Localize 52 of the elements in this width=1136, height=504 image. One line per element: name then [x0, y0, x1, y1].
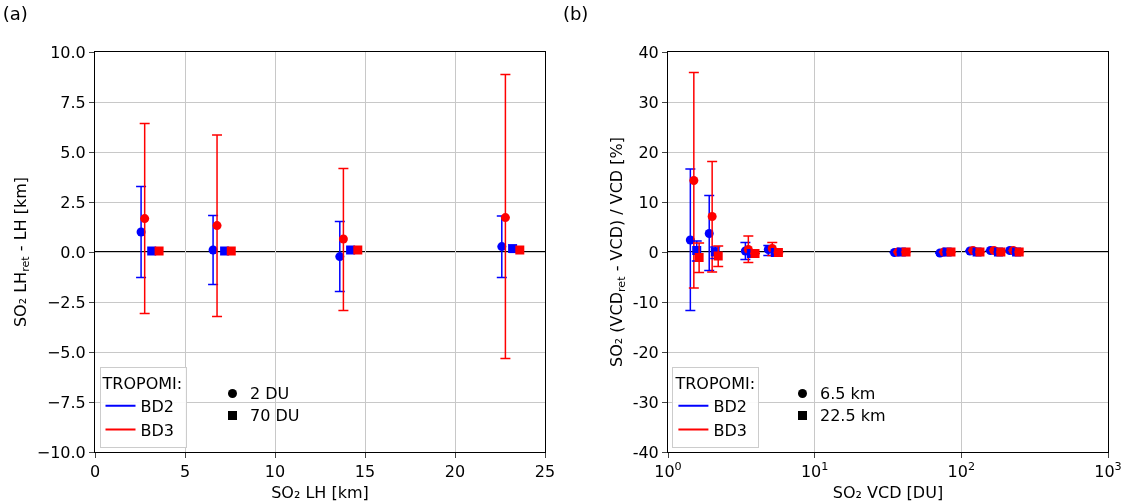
- y-tick-label: 0: [648, 242, 659, 262]
- point: [154, 246, 164, 256]
- y-tick-label: -20: [632, 342, 659, 362]
- y-tick-label: -30: [632, 392, 659, 412]
- y-tick-label: 5.0: [60, 142, 86, 162]
- x-tick-label: 20: [444, 462, 466, 482]
- y-tick-label: −10.0: [36, 442, 86, 462]
- point: [500, 213, 510, 223]
- y-tick-label: -40: [632, 442, 659, 462]
- legend-title: TROPOMI:: [101, 373, 183, 393]
- annotation: 70 DU: [250, 406, 300, 425]
- x-axis-title: SO₂ VCD [DU]: [832, 482, 944, 502]
- y-tick-label: −5.0: [46, 342, 86, 362]
- point: [497, 242, 507, 252]
- chart-title: (a): [2, 3, 28, 25]
- annotation: 22.5 km: [820, 406, 886, 425]
- chart-title: (b): [562, 3, 589, 25]
- x-tick-label: 10$^{0}$: [654, 460, 682, 482]
- y-tick-label: 40: [638, 42, 659, 62]
- x-tick-label: 25: [534, 462, 556, 482]
- y-tick-label: 30: [638, 92, 659, 112]
- point: [338, 234, 348, 244]
- y-tick-label: −7.5: [46, 392, 86, 412]
- x-tick-label: 5: [179, 462, 191, 482]
- x-tick-label: 10$^{2}$: [947, 460, 976, 482]
- point: [212, 221, 222, 231]
- y-tick-label: 2.5: [60, 192, 86, 212]
- point: [140, 214, 150, 224]
- legend-label: BD2: [140, 396, 174, 416]
- x-tick-label: 0: [89, 462, 101, 482]
- annotation: 6.5 km: [820, 384, 876, 403]
- x-tick-label: 10: [264, 462, 286, 482]
- annotation: 2 DU: [250, 384, 290, 403]
- point: [515, 245, 525, 255]
- legend-label: BD2: [713, 396, 747, 416]
- y-tick-label: 10.0: [50, 42, 86, 62]
- y-tick-label: 7.5: [60, 92, 86, 112]
- point: [335, 252, 345, 262]
- y-tick-label: 0.0: [60, 242, 86, 262]
- x-tick-label: 15: [354, 462, 376, 482]
- y-tick-label: 20: [638, 142, 659, 162]
- legend-title: TROPOMI:: [674, 373, 756, 393]
- point: [226, 246, 236, 256]
- y-tick-label: −2.5: [46, 292, 86, 312]
- y-tick-label: 10: [638, 192, 659, 212]
- legend-label: BD3: [713, 420, 747, 440]
- x-tick-label: 10$^{3}$: [1094, 460, 1122, 482]
- point: [353, 245, 363, 255]
- y-tick-label: -10: [632, 292, 659, 312]
- x-tick-label: 10$^{1}$: [800, 460, 829, 482]
- x-axis-title: SO₂ LH [km]: [271, 482, 369, 502]
- legend-label: BD3: [140, 420, 174, 440]
